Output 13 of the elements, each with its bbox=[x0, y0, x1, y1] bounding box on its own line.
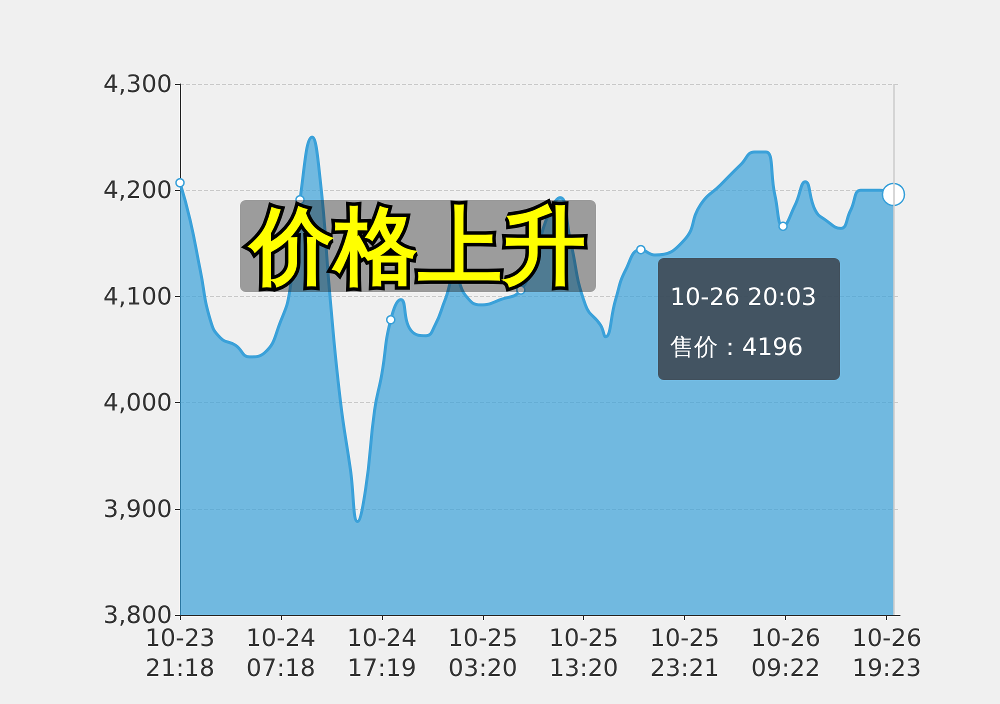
y-tick-label: 3,900 bbox=[103, 494, 172, 523]
y-tick-label: 4,300 bbox=[103, 70, 172, 98]
x-tick-label: 10-26 09:22 bbox=[750, 624, 821, 682]
x-tick-label: 10-25 23:21 bbox=[650, 624, 720, 682]
y-tick-label: 4,200 bbox=[103, 176, 172, 204]
annotation: 10-26 20:03 售价：4196 bbox=[670, 283, 817, 361]
x-tick-label: 10-24 17:19 bbox=[346, 624, 417, 682]
x-tick-label: 10-24 07:18 bbox=[246, 624, 316, 682]
x-tick-label: 10-26 19:23 bbox=[852, 624, 922, 682]
y-tick-label: 4,100 bbox=[103, 282, 172, 310]
x-tick-label: 10-25 03:20 bbox=[448, 624, 518, 682]
x-tick-label: 10-25 13:20 bbox=[548, 624, 619, 682]
y-tick-label: 4,000 bbox=[103, 388, 172, 417]
